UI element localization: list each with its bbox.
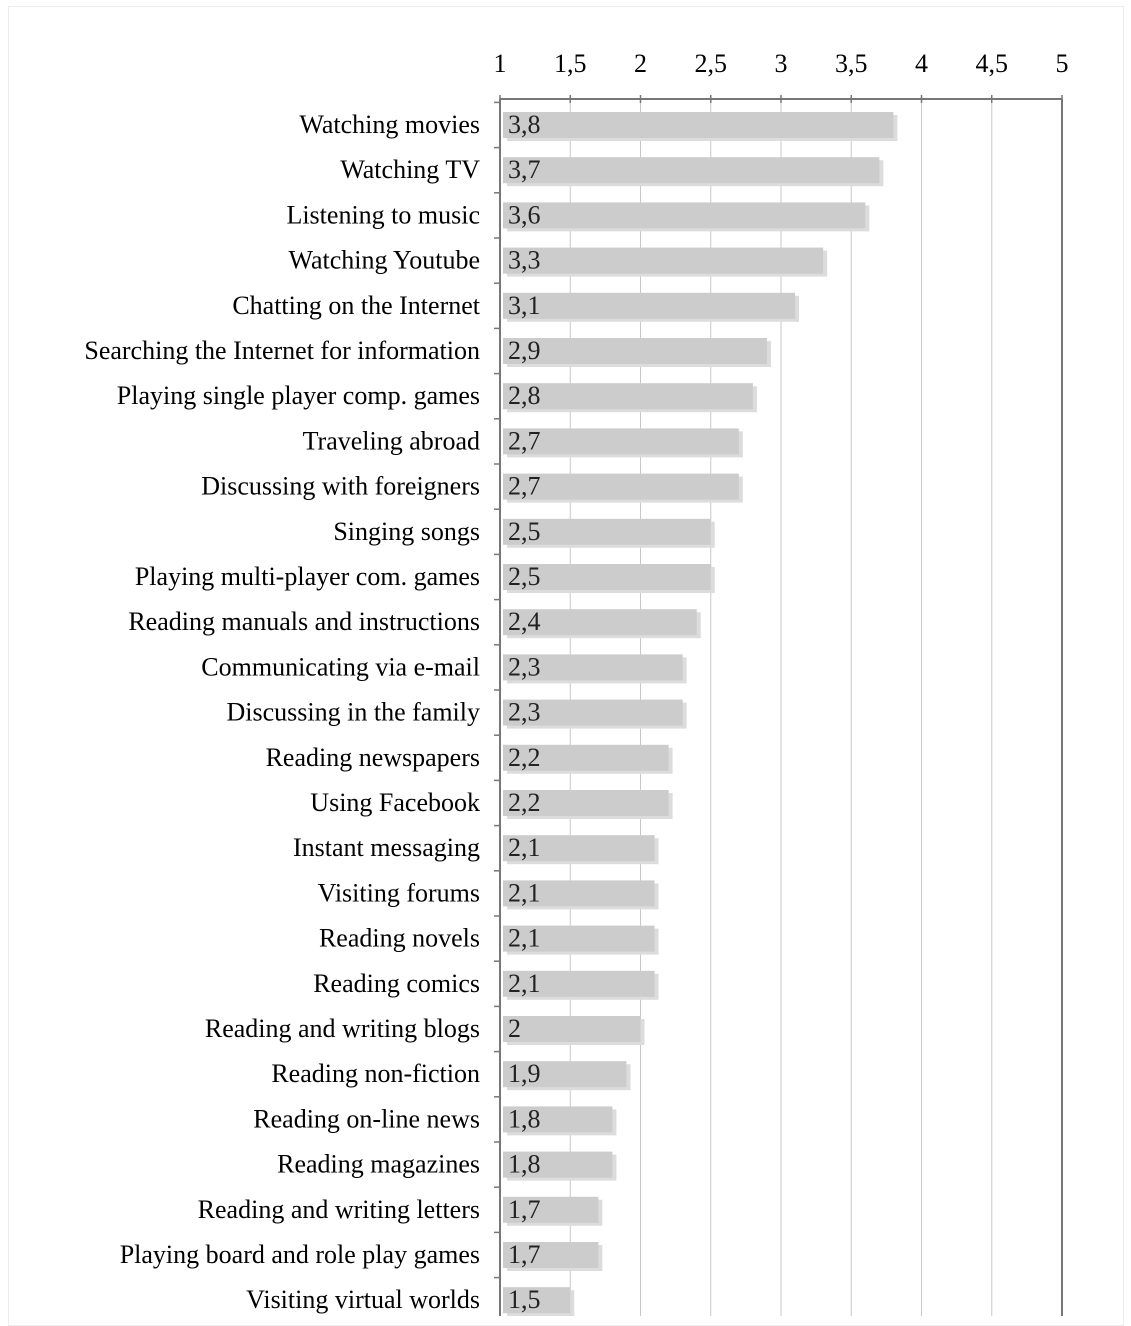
category-label: Playing multi-player com. games bbox=[135, 562, 480, 591]
value-label: 2,8 bbox=[508, 381, 541, 410]
category-label: Reading and writing blogs bbox=[205, 1014, 480, 1043]
value-label: 3,6 bbox=[508, 200, 541, 229]
bar bbox=[503, 970, 655, 997]
bar bbox=[503, 1016, 641, 1042]
category-label: Listening to music bbox=[286, 200, 480, 229]
value-label: 2 bbox=[508, 1014, 521, 1043]
bar bbox=[503, 880, 655, 907]
category-label: Playing board and role play games bbox=[120, 1240, 480, 1269]
x-tick-label: 1,5 bbox=[554, 49, 587, 78]
bar bbox=[503, 699, 683, 726]
value-label: 3,3 bbox=[508, 246, 541, 275]
value-label: 2,1 bbox=[508, 878, 541, 907]
value-label: 1,8 bbox=[508, 1104, 541, 1133]
bar bbox=[503, 383, 753, 410]
value-label: 1,5 bbox=[508, 1285, 541, 1314]
category-label: Reading novels bbox=[319, 924, 480, 953]
value-label: 2,4 bbox=[508, 607, 541, 636]
category-label: Reading newspapers bbox=[266, 743, 480, 772]
category-label: Chatting on the Internet bbox=[232, 291, 480, 320]
bar bbox=[503, 338, 767, 364]
category-label: Instant messaging bbox=[293, 833, 480, 862]
value-label: 2,2 bbox=[508, 743, 541, 772]
x-tick-label: 4,5 bbox=[976, 49, 1009, 78]
value-label: 2,9 bbox=[508, 336, 541, 365]
x-tick-label: 4 bbox=[915, 49, 928, 78]
bar bbox=[503, 1106, 613, 1133]
bar bbox=[503, 157, 880, 184]
category-label: Singing songs bbox=[333, 517, 480, 546]
category-label: Traveling abroad bbox=[303, 426, 480, 455]
bar bbox=[503, 473, 739, 500]
x-tick-label: 3 bbox=[775, 49, 788, 78]
bar bbox=[503, 835, 655, 862]
category-label: Reading non-fiction bbox=[271, 1059, 480, 1088]
bar bbox=[503, 609, 697, 636]
x-tick-label: 2 bbox=[634, 49, 647, 78]
bar bbox=[503, 564, 711, 590]
category-label: Reading on-line news bbox=[253, 1104, 480, 1133]
category-label: Reading comics bbox=[313, 969, 480, 998]
bar bbox=[503, 1151, 613, 1178]
category-label: Visiting virtual worlds bbox=[246, 1285, 480, 1314]
value-label: 2,7 bbox=[508, 426, 541, 455]
value-label: 2,5 bbox=[508, 562, 541, 591]
x-tick-label: 3,5 bbox=[835, 49, 868, 78]
category-label: Reading magazines bbox=[277, 1150, 480, 1179]
value-label: 1,7 bbox=[508, 1195, 541, 1224]
category-label: Visiting forums bbox=[318, 878, 480, 907]
value-label: 1,8 bbox=[508, 1150, 541, 1179]
bar bbox=[503, 202, 866, 229]
bar bbox=[503, 654, 683, 681]
value-label: 1,9 bbox=[508, 1059, 541, 1088]
category-label: Using Facebook bbox=[310, 788, 480, 817]
category-label: Discussing in the family bbox=[227, 698, 480, 727]
category-label: Watching TV bbox=[340, 155, 480, 184]
x-tick-label: 5 bbox=[1056, 49, 1069, 78]
category-label: Reading and writing letters bbox=[198, 1195, 480, 1224]
category-label: Watching movies bbox=[299, 110, 480, 139]
value-label: 2,1 bbox=[508, 833, 541, 862]
value-label: 2,5 bbox=[508, 517, 541, 546]
category-label: Playing single player comp. games bbox=[117, 381, 480, 410]
value-label: 2,1 bbox=[508, 969, 541, 998]
value-label: 2,1 bbox=[508, 924, 541, 953]
value-label: 2,3 bbox=[508, 698, 541, 727]
category-label: Reading manuals and instructions bbox=[128, 607, 480, 636]
x-tick-label: 2,5 bbox=[695, 49, 728, 78]
bar bbox=[503, 744, 669, 771]
bar bbox=[503, 112, 894, 138]
bar bbox=[503, 1196, 599, 1223]
bar bbox=[503, 247, 824, 274]
value-label: 3,8 bbox=[508, 110, 541, 139]
bar bbox=[503, 790, 669, 816]
value-label: 2,7 bbox=[508, 472, 541, 501]
category-label: Discussing with foreigners bbox=[201, 472, 480, 501]
value-label: 2,2 bbox=[508, 788, 541, 817]
value-label: 1,7 bbox=[508, 1240, 541, 1269]
category-label: Watching Youtube bbox=[289, 246, 480, 275]
x-tick-label: 1 bbox=[494, 49, 507, 78]
category-label: Communicating via e-mail bbox=[201, 652, 480, 681]
bar bbox=[503, 1061, 627, 1088]
value-label: 3,1 bbox=[508, 291, 541, 320]
bar bbox=[503, 292, 796, 319]
category-label: Searching the Internet for information bbox=[84, 336, 480, 365]
bar bbox=[503, 1287, 571, 1314]
bar bbox=[503, 1242, 599, 1268]
bar bbox=[503, 428, 739, 455]
value-label: 2,3 bbox=[508, 652, 541, 681]
bar bbox=[503, 925, 655, 952]
bar bbox=[503, 518, 711, 545]
value-label: 3,7 bbox=[508, 155, 541, 184]
